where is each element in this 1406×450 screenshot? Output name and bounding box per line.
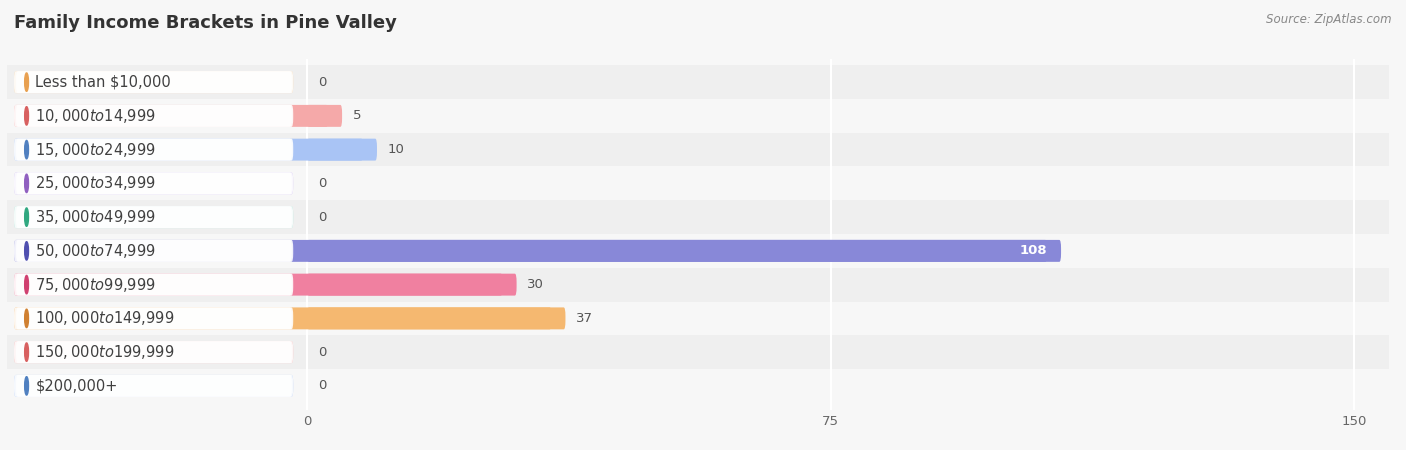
FancyBboxPatch shape [14,375,294,397]
Circle shape [25,242,28,260]
FancyBboxPatch shape [14,139,363,161]
Circle shape [25,343,28,361]
FancyBboxPatch shape [15,240,292,262]
FancyBboxPatch shape [307,240,1062,262]
Bar [7,200,1389,234]
FancyBboxPatch shape [15,139,292,161]
Text: 0: 0 [318,211,326,224]
Text: 108: 108 [1019,244,1047,257]
FancyBboxPatch shape [14,139,294,161]
FancyBboxPatch shape [14,105,328,127]
FancyBboxPatch shape [15,71,292,93]
FancyBboxPatch shape [14,240,1047,262]
Circle shape [25,275,28,294]
FancyBboxPatch shape [14,341,294,363]
FancyBboxPatch shape [14,375,294,397]
Bar [7,166,1389,200]
FancyBboxPatch shape [15,274,292,296]
Bar [7,268,1389,302]
Text: $100,000 to $149,999: $100,000 to $149,999 [35,310,174,328]
Text: Less than $10,000: Less than $10,000 [35,75,172,90]
Text: 5: 5 [353,109,361,122]
Circle shape [25,140,28,159]
FancyBboxPatch shape [15,375,292,397]
Text: $150,000 to $199,999: $150,000 to $199,999 [35,343,174,361]
Circle shape [25,73,28,91]
Bar [7,234,1389,268]
Text: 0: 0 [318,177,326,190]
Text: 30: 30 [527,278,544,291]
Text: 0: 0 [318,346,326,359]
FancyBboxPatch shape [15,341,292,363]
Circle shape [25,174,28,193]
FancyBboxPatch shape [15,105,292,127]
Text: $200,000+: $200,000+ [35,378,118,393]
Bar [7,302,1389,335]
FancyBboxPatch shape [14,206,294,228]
Text: $75,000 to $99,999: $75,000 to $99,999 [35,275,156,294]
Text: 37: 37 [576,312,593,325]
FancyBboxPatch shape [14,172,294,194]
Circle shape [25,377,28,395]
Bar [7,65,1389,99]
Text: 0: 0 [318,76,326,89]
FancyBboxPatch shape [307,105,342,127]
FancyBboxPatch shape [14,274,294,296]
FancyBboxPatch shape [15,307,292,329]
FancyBboxPatch shape [14,274,502,296]
FancyBboxPatch shape [14,240,294,262]
Circle shape [25,208,28,226]
FancyBboxPatch shape [14,206,294,228]
FancyBboxPatch shape [307,307,565,329]
Text: Source: ZipAtlas.com: Source: ZipAtlas.com [1267,14,1392,27]
FancyBboxPatch shape [307,139,377,161]
Text: $50,000 to $74,999: $50,000 to $74,999 [35,242,156,260]
FancyBboxPatch shape [14,71,294,93]
Text: $10,000 to $14,999: $10,000 to $14,999 [35,107,156,125]
FancyBboxPatch shape [307,274,516,296]
FancyBboxPatch shape [14,105,294,127]
Bar [7,335,1389,369]
FancyBboxPatch shape [14,341,294,363]
Text: $15,000 to $24,999: $15,000 to $24,999 [35,140,156,158]
Circle shape [25,107,28,125]
Bar [7,99,1389,133]
FancyBboxPatch shape [15,206,292,228]
Circle shape [25,309,28,328]
Bar [7,133,1389,166]
FancyBboxPatch shape [14,307,294,329]
Text: $25,000 to $34,999: $25,000 to $34,999 [35,174,156,192]
FancyBboxPatch shape [14,172,294,194]
Text: 10: 10 [388,143,405,156]
Bar [7,369,1389,403]
Text: $35,000 to $49,999: $35,000 to $49,999 [35,208,156,226]
Text: Family Income Brackets in Pine Valley: Family Income Brackets in Pine Valley [14,14,396,32]
FancyBboxPatch shape [15,172,292,194]
FancyBboxPatch shape [14,71,294,93]
FancyBboxPatch shape [14,307,551,329]
Text: 0: 0 [318,379,326,392]
